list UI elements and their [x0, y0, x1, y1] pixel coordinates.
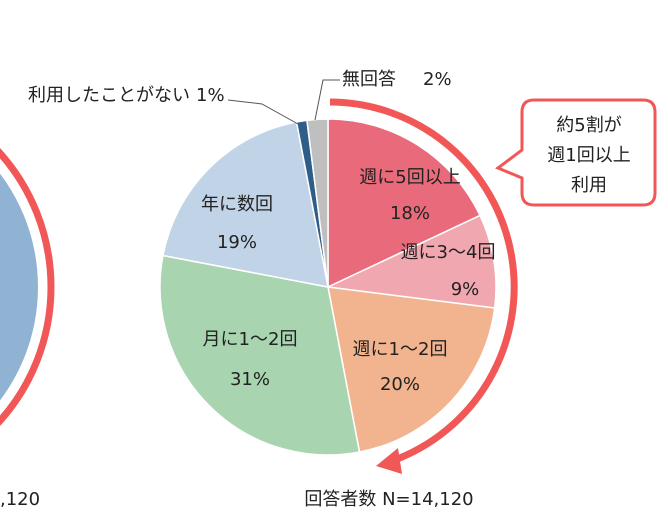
- callout-text: 利用: [571, 175, 607, 196]
- pie-slice: [327, 286, 496, 453]
- left-fragment-label: ,120: [0, 489, 40, 510]
- slice-label: 無回答: [342, 69, 396, 90]
- slice-value-label: 19%: [217, 232, 257, 253]
- left-pie-fragment: [0, 173, 38, 401]
- pie: [159, 118, 497, 456]
- left-arc-fragment: [0, 148, 55, 426]
- slice-label: 週に1～2回: [353, 339, 448, 360]
- slice-value-label: 20%: [380, 374, 420, 395]
- bracket-arc: [329, 98, 518, 465]
- arrow-head: [376, 448, 402, 474]
- leader-line: [227, 99, 299, 125]
- pie-slice: [327, 118, 482, 289]
- leader-line: [314, 79, 340, 121]
- pie-slice: [162, 121, 329, 288]
- callout-text: 週1回以上: [547, 145, 630, 166]
- pie-slice: [306, 118, 329, 288]
- slice-label: 年に数回: [201, 194, 273, 215]
- callout-box: [495, 98, 657, 207]
- pie-slice: [325, 214, 497, 309]
- slice-value-label: 31%: [230, 369, 270, 390]
- slice-value-label: 1%: [196, 85, 225, 106]
- slice-label: 週に3～4回: [401, 242, 496, 263]
- callout-text: 約5割が: [556, 115, 621, 136]
- slice-value-label: 2%: [423, 69, 452, 90]
- slice-label: 週に5回以上: [359, 167, 460, 188]
- slice-value-label: 9%: [451, 279, 480, 300]
- footer: 回答者数 N=14,120: [304, 489, 473, 510]
- slice-value-label: 18%: [390, 203, 430, 224]
- pie-slice: [159, 254, 361, 456]
- slice-label: 月に1～2回: [203, 329, 298, 350]
- slice-label: 利用したことがない: [28, 85, 190, 106]
